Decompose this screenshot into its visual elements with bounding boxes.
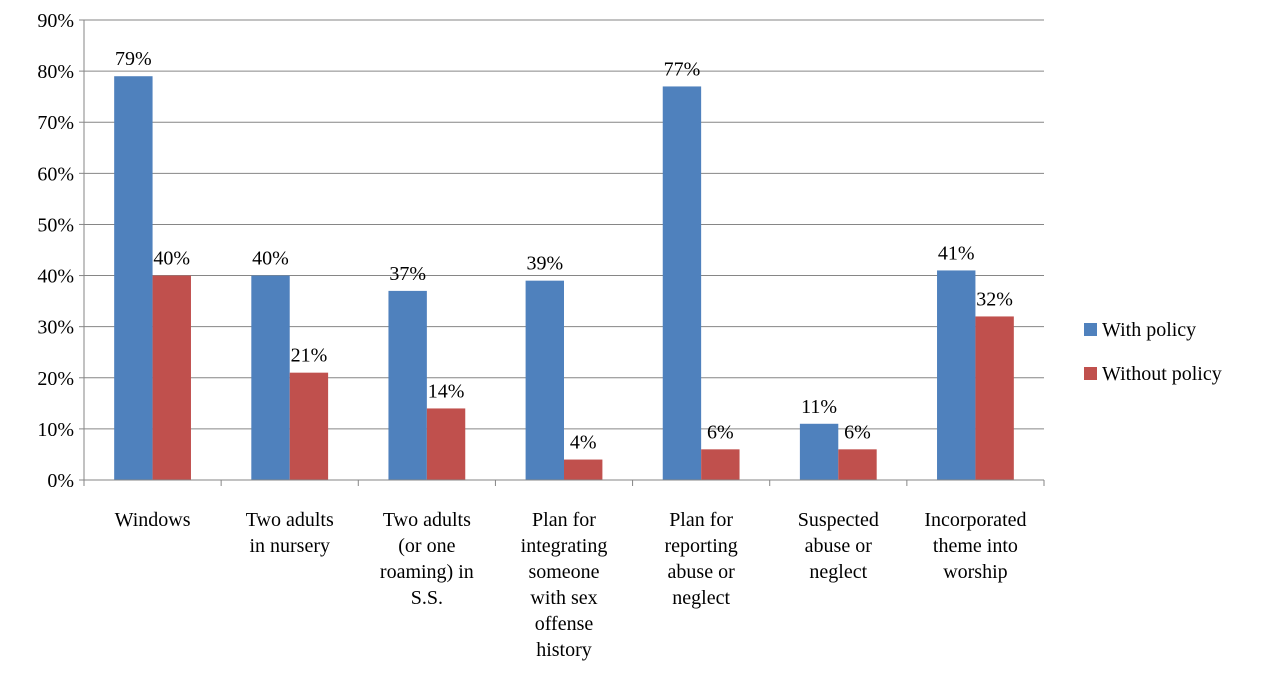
y-tick-label: 60% bbox=[37, 163, 74, 185]
bar bbox=[289, 372, 329, 480]
y-tick-label: 20% bbox=[37, 368, 74, 390]
bars bbox=[114, 76, 1014, 480]
data-label: 79% bbox=[115, 48, 152, 70]
data-label: 40% bbox=[153, 248, 190, 270]
bar bbox=[564, 459, 603, 480]
axes: 0% 10% 20% 30% 40% 50% 60% 70% 80% 90% Windows Two … bbox=[37, 10, 1045, 661]
bar bbox=[251, 275, 290, 480]
legend: With policy Without policy bbox=[1084, 319, 1222, 385]
x-tick-label: Plan for reporting abuse or neglect bbox=[664, 509, 737, 609]
data-label: 37% bbox=[389, 263, 426, 285]
data-labels: 79% 40% 37% 39% 77% 11% 41% 40% 21% 14% 4% 6% 6% 32% bbox=[115, 48, 1013, 453]
data-label: 40% bbox=[252, 248, 289, 270]
x-tick-label: Windows bbox=[115, 509, 191, 531]
data-label: 6% bbox=[844, 421, 871, 443]
data-label: 77% bbox=[664, 58, 701, 80]
y-tick-label: 10% bbox=[37, 419, 74, 441]
bar bbox=[701, 449, 740, 480]
legend-swatch bbox=[1084, 367, 1097, 380]
x-tick-label: Incorporated theme into worship bbox=[924, 509, 1026, 583]
data-label: 14% bbox=[428, 380, 465, 402]
y-tick-label: 70% bbox=[37, 112, 74, 134]
data-label: 6% bbox=[707, 421, 734, 443]
data-label: 32% bbox=[976, 288, 1013, 310]
y-tick-label: 30% bbox=[37, 317, 74, 339]
y-tick-label: 90% bbox=[37, 10, 74, 32]
legend-label: With policy bbox=[1102, 319, 1196, 341]
legend-swatch bbox=[1084, 323, 1097, 336]
x-tick-label: Suspected abuse or neglect bbox=[798, 509, 879, 583]
data-label: 39% bbox=[526, 253, 563, 275]
data-label: 21% bbox=[291, 345, 328, 367]
bar bbox=[525, 280, 564, 480]
y-tick-label: 0% bbox=[47, 470, 74, 492]
bar bbox=[114, 76, 153, 480]
data-label: 41% bbox=[938, 242, 975, 264]
bar bbox=[937, 270, 976, 480]
bar bbox=[426, 408, 466, 480]
y-tick-label: 40% bbox=[37, 266, 74, 288]
data-label: 4% bbox=[570, 432, 597, 454]
x-tick-label: Two adults (or one roaming) in S.S. bbox=[380, 509, 474, 609]
y-tick-label: 50% bbox=[37, 214, 74, 236]
gridlines bbox=[84, 19, 1044, 430]
x-tick-label: Two adults in nursery bbox=[246, 509, 334, 557]
bar bbox=[838, 449, 877, 480]
y-tick-label: 80% bbox=[37, 61, 74, 83]
x-tick-label: Plan for integrating someone with sex offens… bbox=[521, 509, 608, 661]
bar bbox=[388, 290, 427, 480]
data-label: 11% bbox=[801, 396, 837, 418]
bar bbox=[799, 423, 839, 480]
legend-label: Without policy bbox=[1102, 363, 1222, 385]
bar bbox=[662, 86, 702, 480]
bar bbox=[975, 316, 1014, 480]
bar bbox=[152, 275, 191, 480]
